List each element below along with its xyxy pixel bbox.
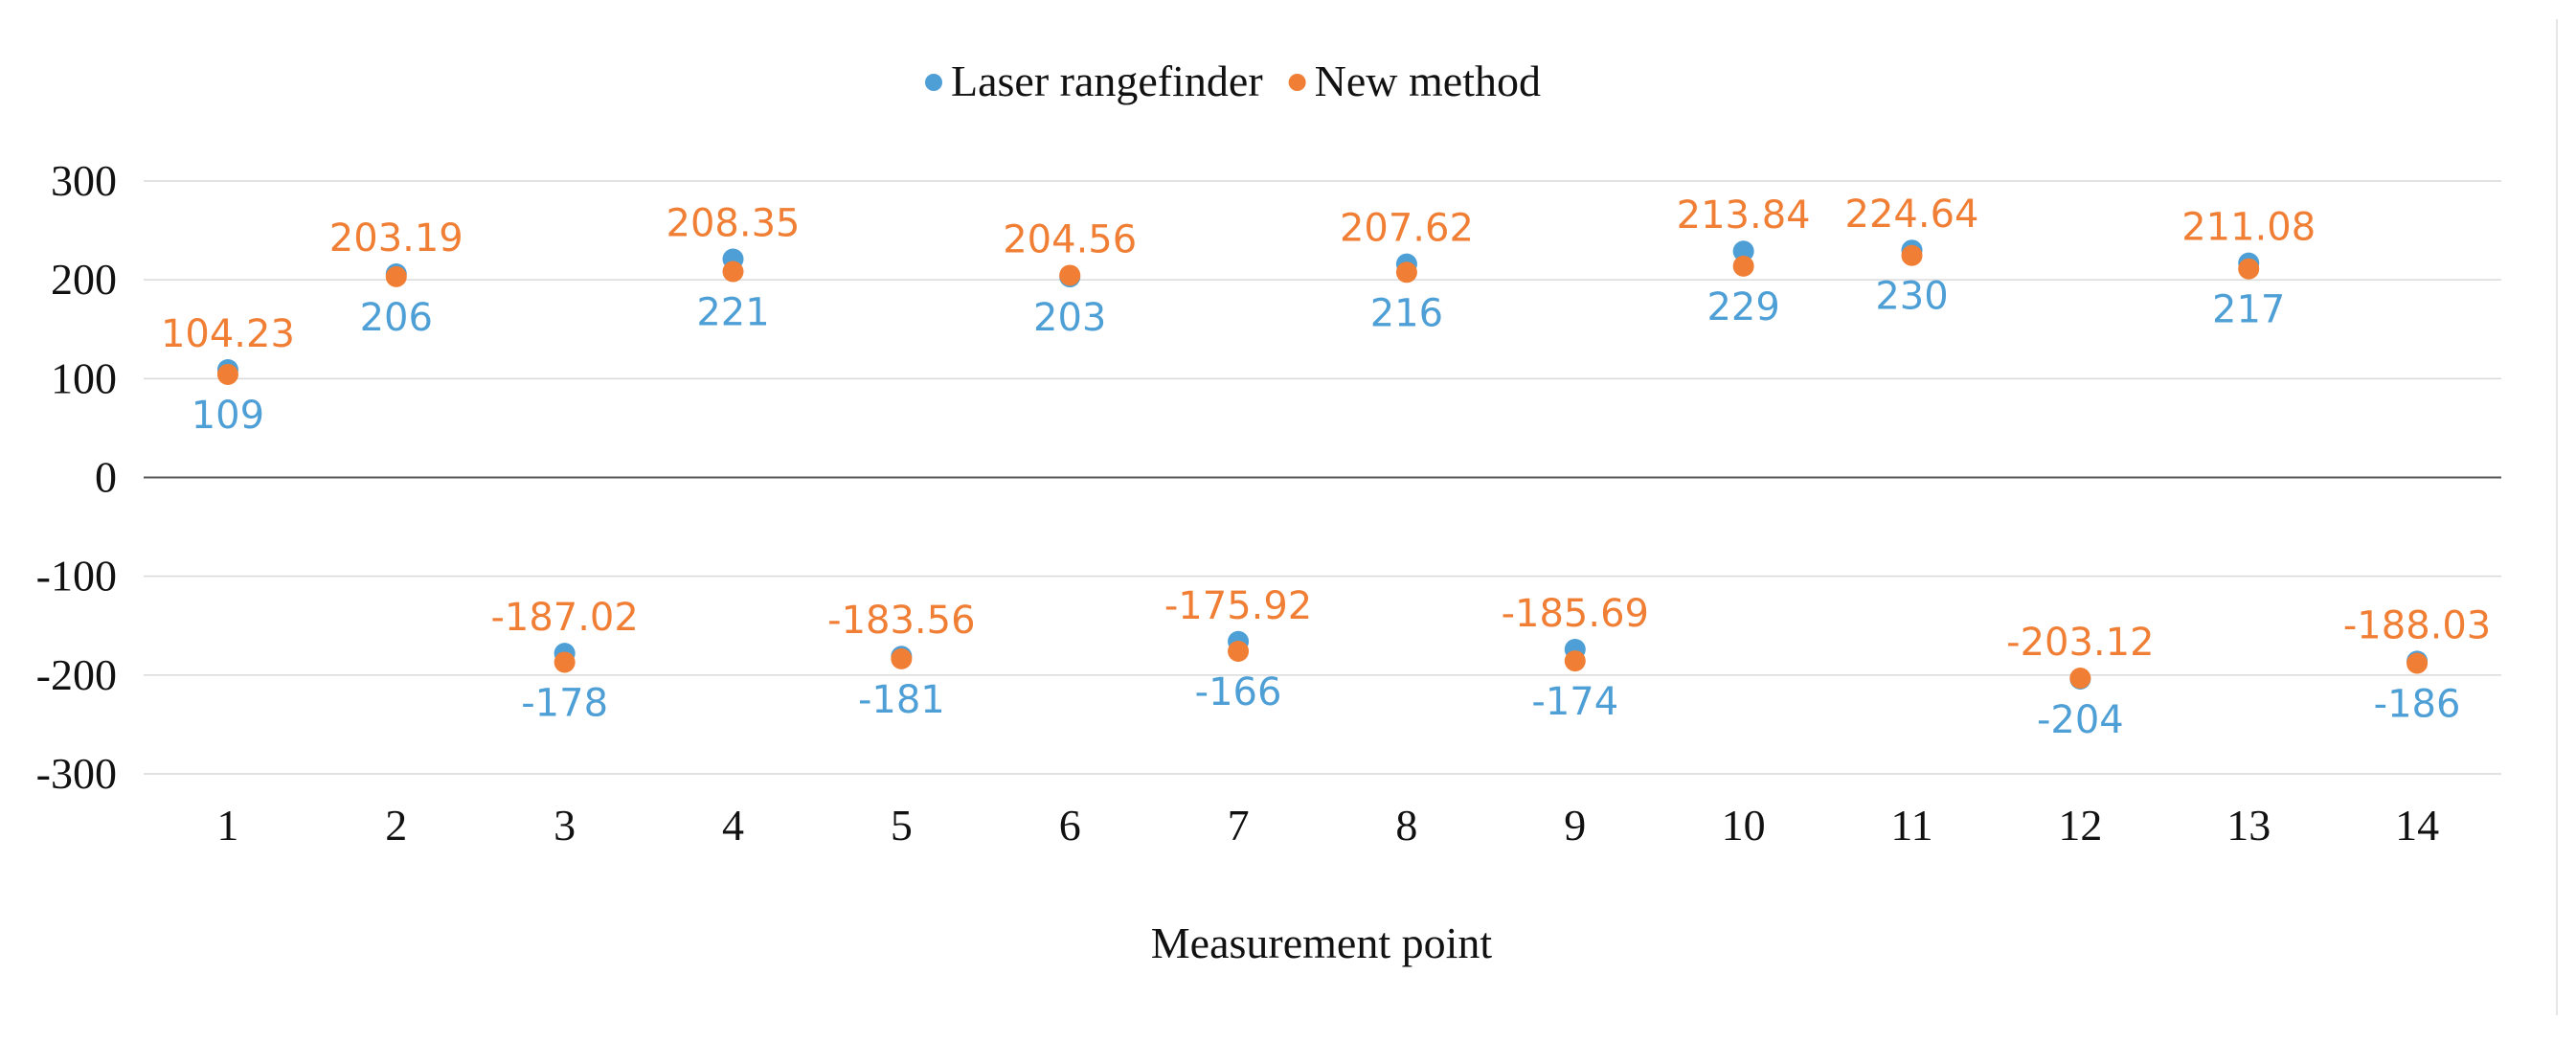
data-label-laser-rangefinder: 206 bbox=[360, 296, 433, 340]
x-tick-label: 12 bbox=[2058, 801, 2102, 850]
data-label-laser-rangefinder: -174 bbox=[1531, 680, 1618, 724]
data-label-laser-rangefinder: 217 bbox=[2212, 288, 2285, 332]
data-label-new-method: -185.69 bbox=[1502, 592, 1649, 636]
data-label-laser-rangefinder: -204 bbox=[2037, 698, 2124, 742]
x-tick-label: 5 bbox=[891, 801, 913, 850]
x-tick-label: 14 bbox=[2395, 801, 2439, 850]
point-new-method bbox=[891, 647, 913, 669]
x-tick-label: 3 bbox=[554, 801, 576, 850]
x-tick-label: 4 bbox=[722, 801, 744, 850]
data-label-new-method: 207.62 bbox=[1340, 207, 1474, 251]
data-label-laser-rangefinder: 221 bbox=[696, 291, 769, 335]
data-label-new-method: 224.64 bbox=[1845, 193, 1979, 237]
x-tick-label: 8 bbox=[1395, 801, 1417, 850]
data-label-laser-rangefinder: 230 bbox=[1875, 275, 1948, 319]
point-new-method bbox=[1228, 640, 1250, 662]
data-label-new-method: -175.92 bbox=[1164, 584, 1312, 628]
data-label-new-method: 211.08 bbox=[2181, 206, 2316, 250]
data-label-new-method: -183.56 bbox=[827, 599, 975, 643]
legend-label: New method bbox=[1315, 57, 1541, 105]
gridlines bbox=[144, 180, 2501, 775]
point-new-method bbox=[2238, 258, 2260, 280]
point-new-method bbox=[2407, 652, 2429, 674]
point-new-method bbox=[1901, 244, 1923, 266]
y-tick-label: -300 bbox=[36, 749, 117, 798]
legend: Laser rangefinder New method bbox=[925, 57, 1541, 105]
data-label-new-method: 204.56 bbox=[1003, 217, 1137, 261]
point-new-method bbox=[1732, 255, 1754, 277]
data-label-laser-rangefinder: 109 bbox=[192, 394, 264, 438]
x-tick-label: 11 bbox=[1890, 801, 1932, 850]
point-new-method bbox=[722, 261, 744, 283]
data-label-laser-rangefinder: -186 bbox=[2374, 682, 2461, 726]
point-new-method bbox=[1059, 264, 1081, 286]
legend-marker bbox=[925, 74, 942, 91]
x-axis-ticks: 1 2 3 4 5 6 7 8 9 10 11 12 13 14 bbox=[216, 801, 2439, 850]
point-new-method bbox=[2069, 668, 2091, 690]
point-new-method bbox=[1395, 261, 1417, 283]
data-label-laser-rangefinder: 229 bbox=[1706, 285, 1779, 329]
x-tick-label: 10 bbox=[1722, 801, 1766, 850]
data-label-new-method: -188.03 bbox=[2343, 603, 2491, 647]
data-label-new-method: 208.35 bbox=[667, 202, 801, 246]
point-new-method bbox=[216, 363, 238, 385]
x-tick-label: 13 bbox=[2226, 801, 2271, 850]
x-tick-label: 1 bbox=[216, 801, 238, 850]
x-axis-title: Measurement point bbox=[1151, 918, 1493, 967]
data-label-laser-rangefinder: 203 bbox=[1033, 296, 1106, 340]
legend-label: Laser rangefinder bbox=[951, 57, 1263, 105]
data-labels: 104.23 109 203.19 206 -187.02 -178 208.35 221 -1… bbox=[161, 193, 2491, 742]
y-tick-label: 100 bbox=[51, 353, 117, 402]
point-new-method bbox=[554, 651, 576, 673]
data-label-new-method: 213.84 bbox=[1677, 193, 1811, 238]
data-label-laser-rangefinder: -181 bbox=[858, 678, 945, 722]
y-tick-label: -200 bbox=[36, 650, 117, 699]
y-tick-label: -100 bbox=[36, 552, 117, 601]
x-tick-label: 7 bbox=[1228, 801, 1250, 850]
data-label-new-method: 203.19 bbox=[329, 216, 463, 261]
x-tick-label: 2 bbox=[385, 801, 407, 850]
y-axis-ticks: 300 200 100 0 -100 -200 -300 bbox=[36, 156, 117, 798]
y-tick-label: 0 bbox=[95, 453, 117, 502]
y-tick-label: 300 bbox=[51, 156, 117, 205]
data-label-laser-rangefinder: 216 bbox=[1370, 291, 1443, 335]
data-label-new-method: -187.02 bbox=[490, 596, 638, 640]
point-laser-rangefinder bbox=[1732, 240, 1754, 262]
point-new-method bbox=[1564, 650, 1586, 672]
data-label-laser-rangefinder: -178 bbox=[521, 681, 608, 725]
y-tick-label: 200 bbox=[51, 255, 117, 304]
data-label-new-method: 104.23 bbox=[161, 312, 295, 356]
data-label-laser-rangefinder: -166 bbox=[1195, 670, 1282, 714]
data-points bbox=[216, 239, 2429, 690]
legend-marker bbox=[1288, 74, 1306, 91]
x-tick-label: 6 bbox=[1059, 801, 1081, 850]
point-new-method bbox=[385, 265, 407, 287]
data-label-new-method: -203.12 bbox=[2006, 621, 2154, 665]
x-tick-label: 9 bbox=[1564, 801, 1586, 850]
